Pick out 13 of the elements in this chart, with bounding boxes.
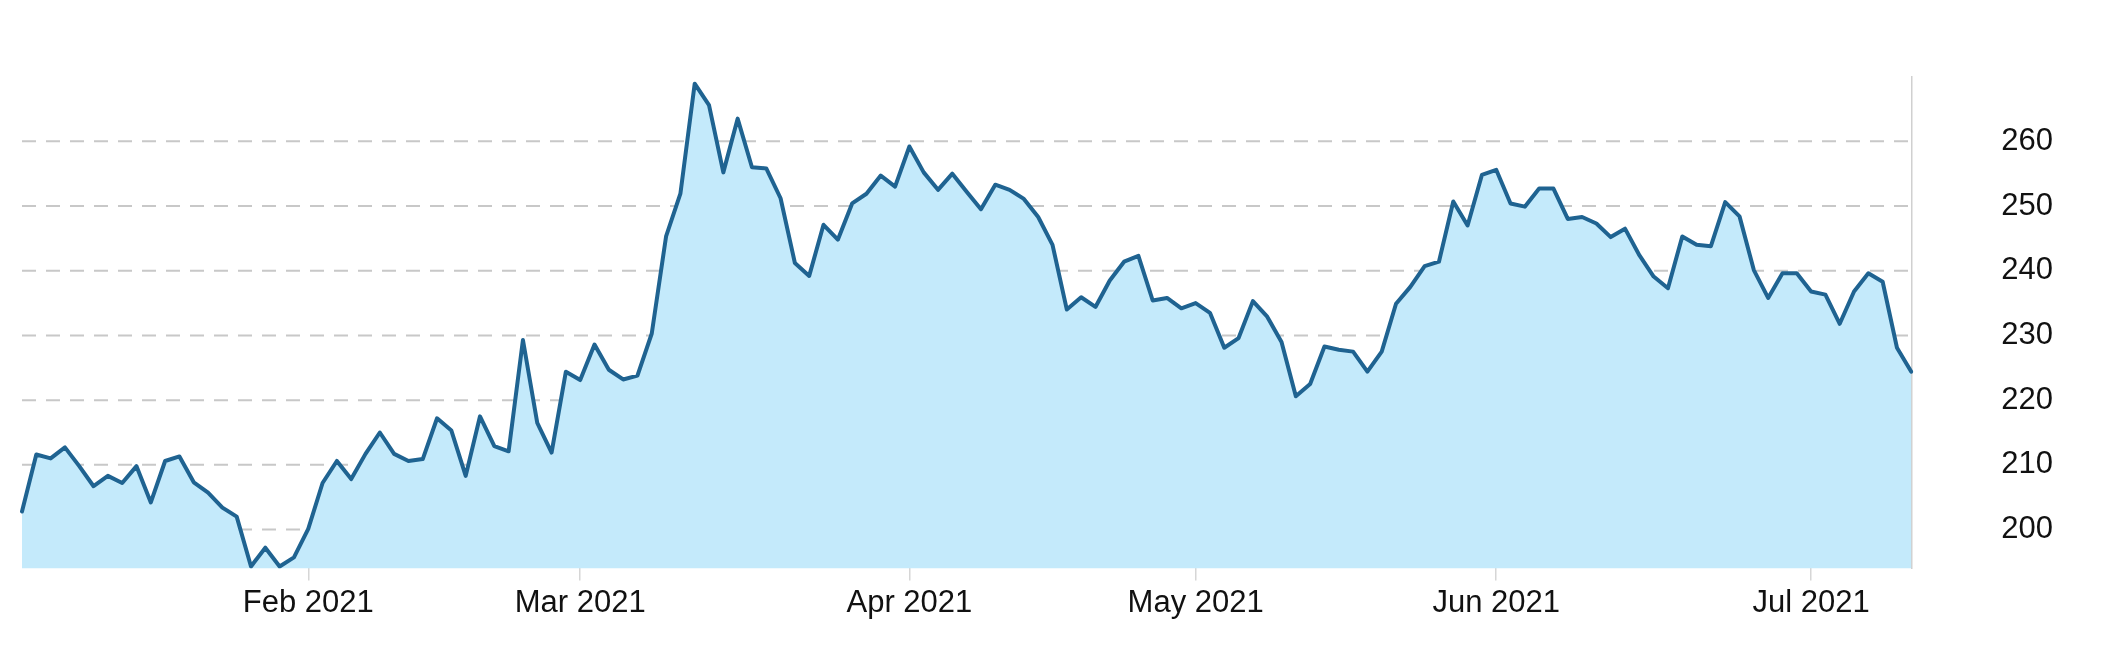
y-tick-label: 250 <box>2001 186 2054 222</box>
y-tick-label: 220 <box>2001 380 2054 416</box>
y-tick-label: 260 <box>2001 121 2054 157</box>
x-tick-label: Feb 2021 <box>242 583 374 619</box>
y-tick-label: 230 <box>2001 315 2054 351</box>
x-tick-label: Apr 2021 <box>846 583 973 619</box>
x-tick-label: May 2021 <box>1127 583 1264 619</box>
y-tick-label: 240 <box>2001 251 2054 287</box>
x-tick-label: Jun 2021 <box>1432 583 1560 619</box>
y-tick-label: 210 <box>2001 445 2054 481</box>
x-tick-label: Jul 2021 <box>1752 583 1870 619</box>
x-tick-label: Mar 2021 <box>514 583 646 619</box>
y-tick-label: 200 <box>2001 510 2054 546</box>
